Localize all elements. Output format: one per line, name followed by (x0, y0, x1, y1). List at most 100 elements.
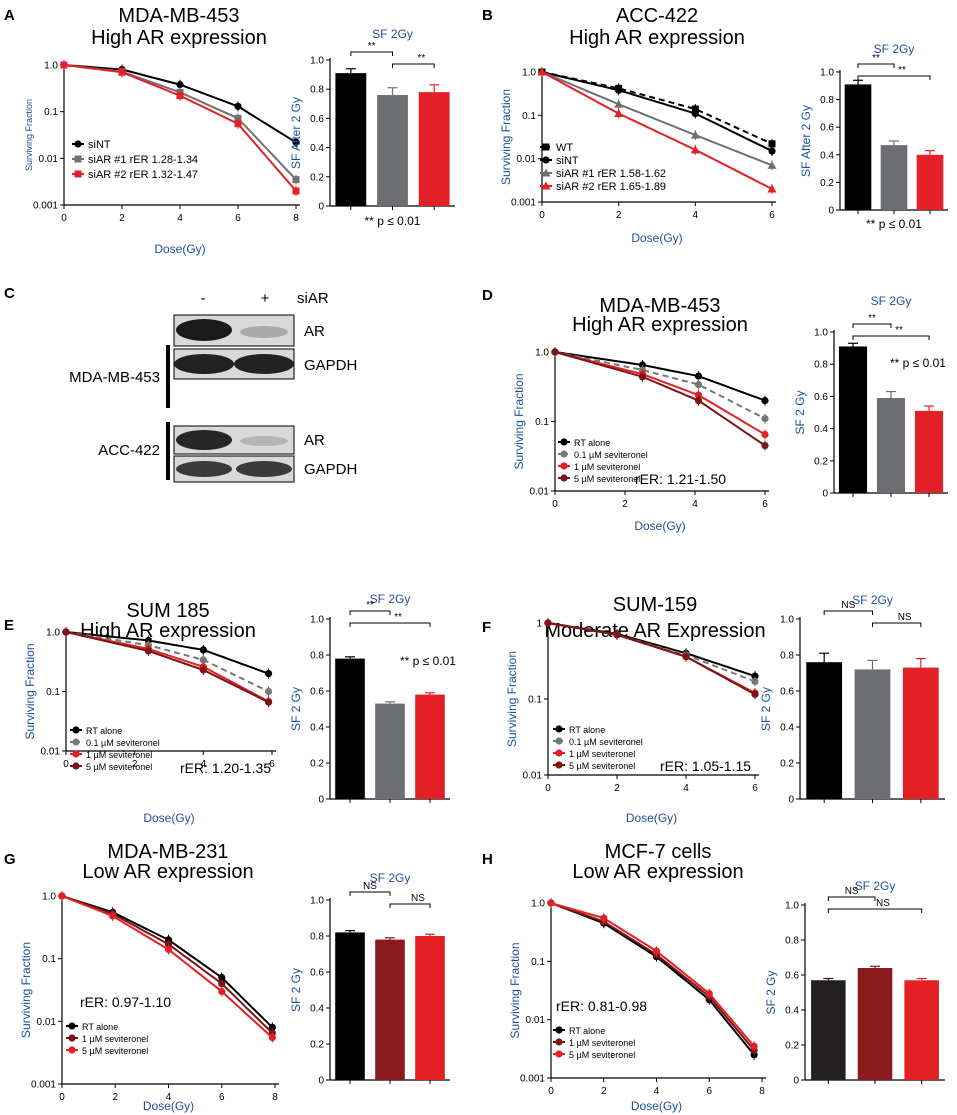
data-point (691, 109, 699, 118)
y-tick-label: 0.2 (310, 172, 324, 183)
data-point (694, 372, 703, 380)
bar (876, 398, 906, 493)
significance-label: ** (417, 53, 425, 64)
data-point (176, 92, 184, 100)
data-point (615, 86, 623, 94)
series-line (63, 64, 297, 144)
significance-label: NS (841, 600, 855, 611)
series-line (541, 71, 773, 152)
x-tick-label: 6 (769, 210, 775, 221)
p-value-note: ** p ≤ 0.01 (890, 356, 946, 370)
y-tick-label: 1.0 (820, 68, 834, 79)
legend-label: 0.1 µM seviteronel (86, 738, 160, 748)
legend-label: 0.1 µM seviteronel (574, 450, 648, 460)
bar-chart-title: SF 2Gy (871, 294, 912, 308)
legend-label: 5 µM seviteronel (82, 1046, 148, 1056)
y-tick-label: 1.0 (531, 899, 545, 910)
legend-label: 1 µM seviteronel (86, 750, 152, 760)
panel-label: D (482, 287, 493, 304)
data-point (600, 914, 608, 922)
significance-label: NS (411, 893, 425, 904)
panel-label: E (4, 617, 14, 634)
legend-label: 5 µM seviteronel (569, 761, 635, 771)
x-tick-label: 6 (269, 759, 275, 770)
series-line (65, 631, 270, 703)
data-point (199, 666, 207, 674)
legend-marker (72, 762, 80, 770)
legend-label: 1 µM seviteronel (574, 462, 640, 472)
y-tick-label: 1.0 (535, 348, 549, 359)
y-axis-label: SF 2 Gy (289, 968, 303, 1012)
data-point (694, 391, 703, 399)
y-tick-label: 0.1 (528, 695, 542, 706)
bar (811, 980, 846, 1080)
legend-label: 5 µM seviteronel (86, 762, 152, 772)
x-tick-label: 6 (762, 499, 768, 510)
data-point (694, 380, 703, 389)
series-line (65, 631, 270, 704)
y-tick-label: 0.01 (530, 487, 550, 498)
data-point (108, 912, 117, 920)
cell-line-label: ACC-422 (98, 442, 160, 459)
x-tick-label: 6 (219, 1092, 225, 1103)
data-point (264, 669, 273, 678)
y-axis-label: Surviving Fraction (512, 373, 526, 469)
y-tick-label: 0.6 (310, 114, 324, 125)
data-point (60, 61, 68, 69)
significance-bracket (827, 896, 876, 901)
data-point (268, 1023, 276, 1032)
legend-label: siAR #1 rER 1.28-1.34 (88, 154, 198, 166)
x-tick-label: 2 (614, 783, 620, 794)
x-tick-label: 0 (61, 213, 67, 224)
y-tick-label: 0.6 (780, 687, 794, 698)
chart-title: High AR expression (91, 27, 267, 49)
legend-label: WT (556, 142, 573, 154)
bar-chart-e: SF 2Gy 0 0.2 0.4 0.6 0.8 1.0 SF 2 Gy ** ** ** p ≤ … (289, 592, 456, 806)
bar (335, 932, 365, 1080)
x-tick-label: 2 (132, 759, 138, 770)
x-tick-label: 4 (166, 1092, 172, 1103)
data-point (199, 646, 207, 654)
bar (415, 936, 445, 1080)
y-tick-label: 0.4 (785, 1006, 799, 1017)
p-value-footnote: ** p ≤ 0.01 (866, 217, 922, 231)
data-point (164, 940, 173, 948)
x-tick-label: 4 (683, 783, 689, 794)
x-tick-label: 2 (622, 499, 628, 510)
bar-chart-title: SF 2Gy (370, 592, 411, 606)
data-point (164, 945, 173, 954)
data-point (268, 1034, 276, 1042)
y-tick-label: 0 (318, 795, 324, 806)
p-value-footnote: ** p ≤ 0.01 (365, 214, 421, 228)
y-tick-label: 0.01 (523, 771, 543, 782)
cell-line-label: MDA-MB-453 (69, 369, 160, 386)
bar (904, 980, 939, 1080)
data-point (218, 980, 226, 988)
rer-annotation: rER: 1.20-1.35 (180, 760, 271, 776)
rer-annotation: rER: 0.97-1.10 (80, 994, 171, 1010)
legend-marker (555, 737, 563, 745)
series-line (554, 351, 766, 420)
legend-marker (74, 140, 82, 148)
legend-label: 5 µM seviteronel (574, 474, 640, 484)
legend-marker (555, 749, 563, 757)
bar-chart-g: SF 2Gy 0 0.2 0.4 0.6 0.8 1.0 SF 2 Gy NS NS (289, 871, 450, 1087)
y-tick-label: 0.4 (814, 424, 828, 435)
legend-label: 1 µM seviteronel (569, 1038, 635, 1048)
data-point (638, 361, 647, 369)
chart-title: Low AR expression (572, 861, 743, 883)
data-point (682, 653, 690, 661)
legend-label: RT alone (86, 726, 122, 736)
rer-annotation: rER: 1.21-1.50 (635, 471, 726, 487)
significance-label: ** (872, 53, 880, 64)
data-point (292, 138, 300, 146)
y-tick-label: 1 (536, 619, 542, 630)
x-tick-label: 2 (601, 1086, 607, 1097)
blot-strip (173, 425, 295, 455)
x-axis-label: Dose(Gy) (631, 1099, 682, 1113)
x-tick-label: 2 (616, 210, 622, 221)
legend-marker (74, 155, 82, 163)
data-point (767, 160, 777, 169)
legend-marker (541, 168, 551, 177)
